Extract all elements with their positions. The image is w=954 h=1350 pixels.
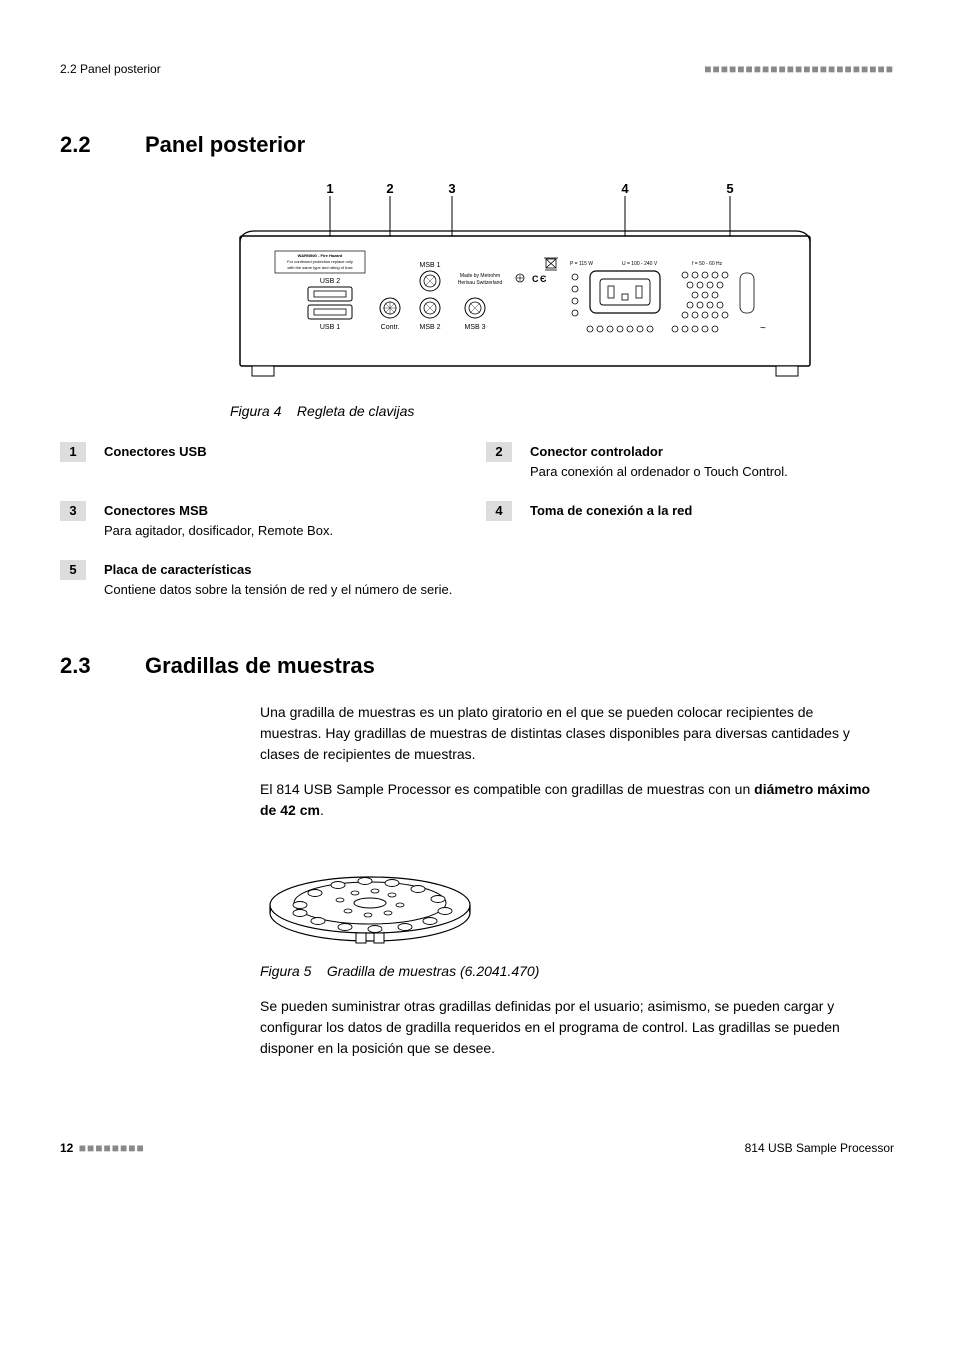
legend-item-5: Placa de características Contiene datos … xyxy=(104,560,468,599)
header-section-ref: 2.2 Panel posterior xyxy=(60,60,161,78)
svg-text:3: 3 xyxy=(448,181,455,196)
legend-title: Toma de conexión a la red xyxy=(530,501,884,521)
page-number: 12 xyxy=(60,1141,73,1155)
header-ornament: ■■■■■■■■■■■■■■■■■■■■■■■ xyxy=(704,60,894,78)
figure-4-label: Figura 4 xyxy=(230,403,281,419)
para-1: Una gradilla de muestras es un plato gir… xyxy=(260,702,874,765)
figure-4-caption: Figura 4 Regleta de clavijas xyxy=(230,401,894,422)
para-2-pre: El 814 USB Sample Processor es compatibl… xyxy=(260,781,754,797)
section-2-3-body-2: Se pueden suministrar otras gradillas de… xyxy=(260,996,874,1059)
svg-text:Herisau Switzerland: Herisau Switzerland xyxy=(458,280,503,286)
footer-product-name: 814 USB Sample Processor xyxy=(745,1139,894,1157)
svg-text:Made by Metrohm: Made by Metrohm xyxy=(460,273,500,279)
svg-text:5: 5 xyxy=(726,181,733,196)
svg-text:MSB 2: MSB 2 xyxy=(419,324,440,331)
svg-text:4: 4 xyxy=(621,181,629,196)
svg-text:f = 50 - 60 Hz: f = 50 - 60 Hz xyxy=(692,261,723,267)
page-header: 2.2 Panel posterior ■■■■■■■■■■■■■■■■■■■■… xyxy=(60,60,894,78)
section-title-text: Panel posterior xyxy=(145,132,305,157)
svg-text:with the same type and rating: with the same type and rating of fuse xyxy=(287,265,353,270)
figure-4-text: Regleta de clavijas xyxy=(297,403,415,419)
section-title-text: Gradillas de muestras xyxy=(145,653,375,678)
legend-num-4: 4 xyxy=(486,501,512,521)
svg-text:MSB 1: MSB 1 xyxy=(419,262,440,269)
svg-text:Є: Є xyxy=(540,274,547,284)
svg-text:USB 1: USB 1 xyxy=(320,324,340,331)
svg-text:Contr.: Contr. xyxy=(381,324,400,331)
section-number: 2.2 xyxy=(60,128,145,161)
svg-text:P = 115 W: P = 115 W xyxy=(570,261,593,267)
figure-5-label: Figura 5 xyxy=(260,963,311,979)
svg-text:For continued protection repla: For continued protection replace only xyxy=(287,259,353,264)
legend-item-4: Toma de conexión a la red xyxy=(530,501,894,540)
legend-num-3: 3 xyxy=(60,501,86,521)
legend-title: Conectores USB xyxy=(104,442,458,462)
figure-5-caption: Figura 5 Gradilla de muestras (6.2041.47… xyxy=(260,961,894,982)
legend-desc: Para conexión al ordenador o Touch Contr… xyxy=(530,462,884,482)
para-2: El 814 USB Sample Processor es compatibl… xyxy=(260,779,874,821)
legend-item-1: Conectores USB xyxy=(104,442,468,481)
legend-item-2: Conector controlador Para conexión al or… xyxy=(530,442,894,481)
page-footer: 12 ■■■■■■■■ 814 USB Sample Processor xyxy=(60,1139,894,1157)
section-2-3-heading: 2.3Gradillas de muestras xyxy=(60,649,894,682)
rear-panel-svg: 1 2 3 4 5 WARNING - Fire Hazard For cont… xyxy=(230,181,820,391)
svg-text:MSB 3: MSB 3 xyxy=(464,324,485,331)
legend-desc: Para agitador, dosificador, Remote Box. xyxy=(104,521,458,541)
footer-left: 12 ■■■■■■■■ xyxy=(60,1139,145,1157)
para-2-post: . xyxy=(320,802,324,818)
section-number: 2.3 xyxy=(60,649,145,682)
svg-text:1: 1 xyxy=(326,181,333,196)
section-2-2-heading: 2.2Panel posterior xyxy=(60,128,894,161)
legend-title: Conectores MSB xyxy=(104,501,458,521)
legend-num-1: 1 xyxy=(60,442,86,462)
legend-desc: Contiene datos sobre la tensión de red y… xyxy=(104,580,458,600)
footer-ornament: ■■■■■■■■ xyxy=(79,1141,145,1155)
svg-text:C: C xyxy=(532,274,539,284)
svg-text:2: 2 xyxy=(386,181,393,196)
figure-4-legend: 1 Conectores USB 2 Conector controlador … xyxy=(60,442,894,599)
legend-num-5: 5 xyxy=(60,560,86,580)
section-2-3-body: Una gradilla de muestras es un plato gir… xyxy=(260,702,874,821)
svg-text:U = 100 - 240 V: U = 100 - 240 V xyxy=(622,261,658,267)
legend-item-3: Conectores MSB Para agitador, dosificado… xyxy=(104,501,468,540)
legend-num-2: 2 xyxy=(486,442,512,462)
svg-text:~: ~ xyxy=(760,323,766,334)
para-3: Se pueden suministrar otras gradillas de… xyxy=(260,996,874,1059)
figure-5-svg xyxy=(260,835,480,955)
legend-title: Placa de características xyxy=(104,560,458,580)
svg-text:USB 2: USB 2 xyxy=(320,278,340,285)
figure-5-text: Gradilla de muestras (6.2041.470) xyxy=(327,963,539,979)
legend-title: Conector controlador xyxy=(530,442,884,462)
figure-4-diagram: 1 2 3 4 5 WARNING - Fire Hazard For cont… xyxy=(230,181,894,391)
svg-text:WARNING - Fire Hazard: WARNING - Fire Hazard xyxy=(298,253,343,258)
